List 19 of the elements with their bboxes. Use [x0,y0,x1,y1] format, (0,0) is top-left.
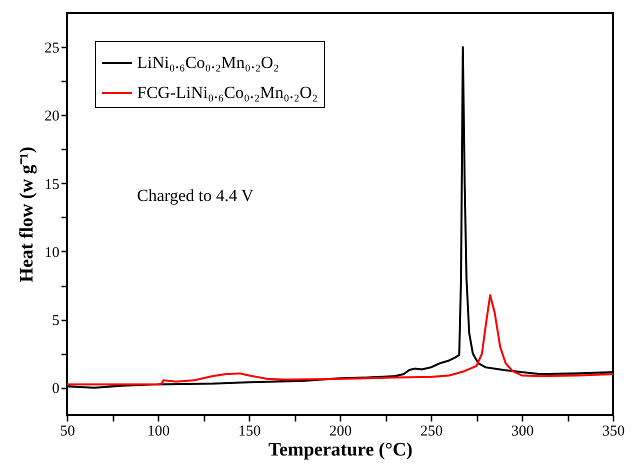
x-tick-label: 350 [602,424,625,440]
x-tick-label: 50 [60,424,75,440]
x-tick-label: 200 [329,424,352,440]
y-tick-label: 5 [52,313,60,330]
x-tick-label: 150 [238,424,261,440]
y-tick-label: 0 [52,381,60,398]
legend-label: FCG-LiNi₀.₆Co₀.₂Mn₀.₂O₂ [137,83,318,102]
y-tick-label: 10 [44,244,60,261]
x-axis-title: Temperature (°C) [268,440,413,460]
x-tick-label: 300 [511,424,534,440]
y-axis-title: Heat flow (w g⁻¹) [16,146,38,282]
y-tick-label: 15 [44,176,60,193]
x-tick-label: 100 [147,424,170,440]
y-tick-label: 20 [44,108,60,125]
y-tick-label: 25 [44,40,60,57]
line-series [67,294,613,386]
legend-label: LiNi₀.₆Co₀.₂Mn₀.₂O₂ [137,53,280,72]
annotation: Charged to 4.4 V [137,186,254,205]
x-tick-label: 250 [420,424,443,440]
